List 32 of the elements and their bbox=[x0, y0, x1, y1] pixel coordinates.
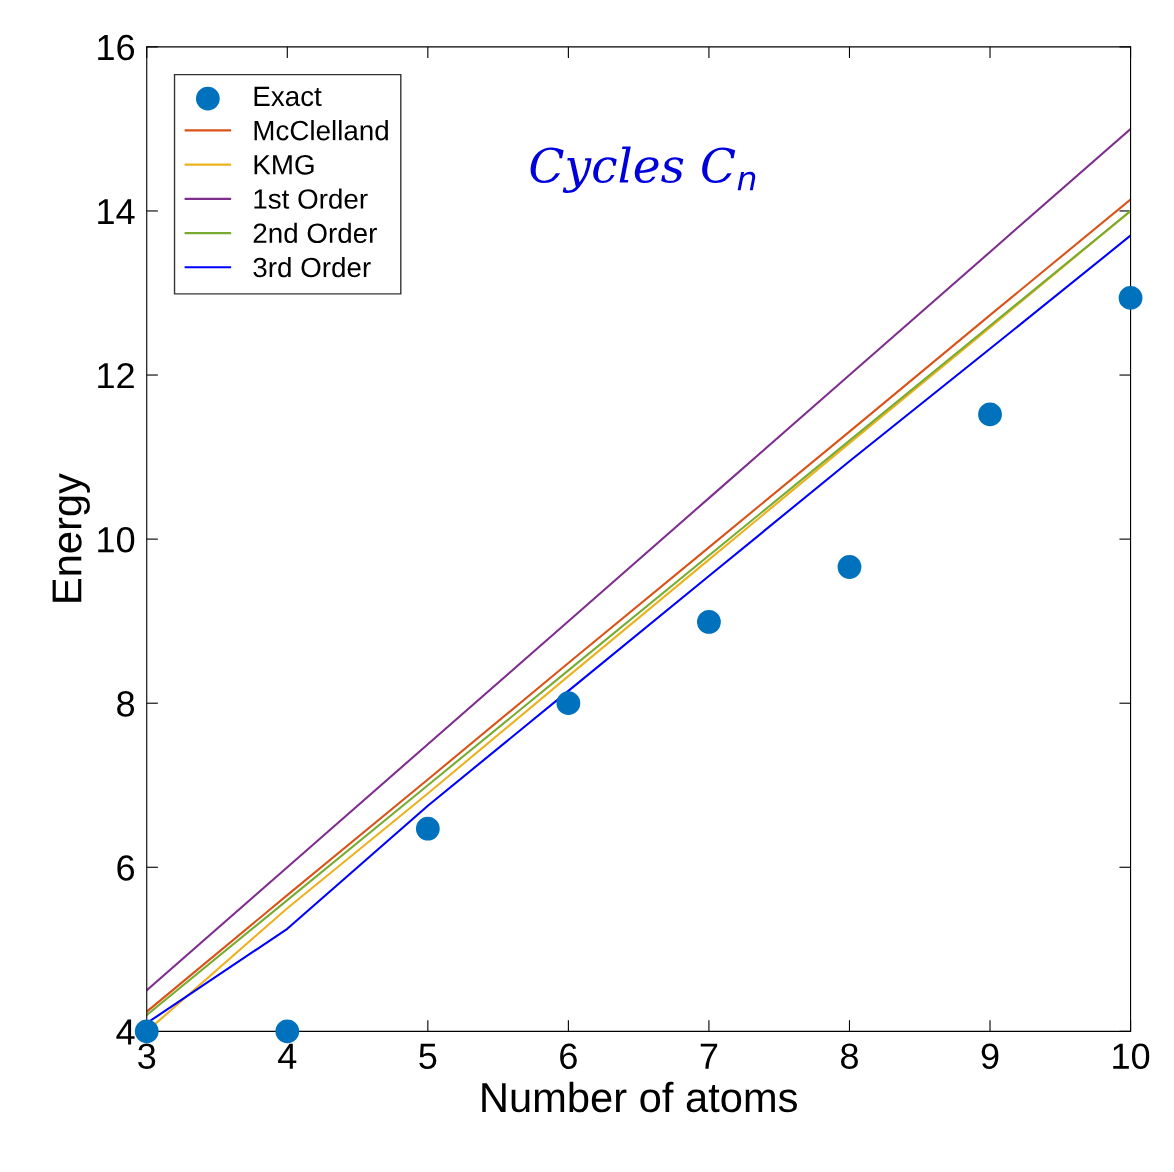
y-tick-label: 8 bbox=[117, 691, 135, 717]
legend-label: 1st Order bbox=[254, 188, 368, 209]
y-tick-label: 10 bbox=[98, 526, 135, 553]
point bbox=[978, 402, 1002, 427]
y-tick-label: 4 bbox=[116, 1019, 135, 1045]
point bbox=[837, 555, 862, 579]
point bbox=[697, 610, 721, 634]
legend-label: Exact bbox=[254, 86, 322, 107]
x-tick-label: 8 bbox=[841, 1043, 858, 1069]
x-tick-label: 7 bbox=[700, 1043, 718, 1069]
point bbox=[556, 691, 581, 716]
point bbox=[1118, 286, 1143, 310]
x-tick-label: 3 bbox=[138, 1043, 156, 1069]
y-tick-label: 12 bbox=[98, 362, 134, 389]
legend-label: McClelland bbox=[254, 120, 388, 141]
point bbox=[134, 1019, 159, 1044]
point bbox=[275, 1019, 300, 1044]
legend-label: 3rd Order bbox=[253, 256, 371, 278]
y-tick-label: 16 bbox=[98, 34, 135, 61]
y-axis-title: Energy bbox=[52, 473, 90, 602]
y-tick-label: 6 bbox=[117, 855, 135, 881]
x-tick-label: 9 bbox=[981, 1043, 999, 1069]
x-axis-title: Number of atoms bbox=[482, 1081, 797, 1113]
x-tick-label: 6 bbox=[560, 1043, 577, 1069]
y-tick-label: 14 bbox=[98, 199, 135, 225]
legend-label: KMG bbox=[254, 154, 314, 175]
x-tick-label: 5 bbox=[419, 1043, 437, 1069]
annotation: Cycles C$_{n}$ bbox=[530, 146, 756, 193]
point bbox=[415, 816, 440, 841]
x-tick-label: 10 bbox=[1113, 1043, 1150, 1069]
x-tick-label: 4 bbox=[278, 1043, 297, 1069]
legend-label: 2nd Order bbox=[253, 222, 377, 244]
